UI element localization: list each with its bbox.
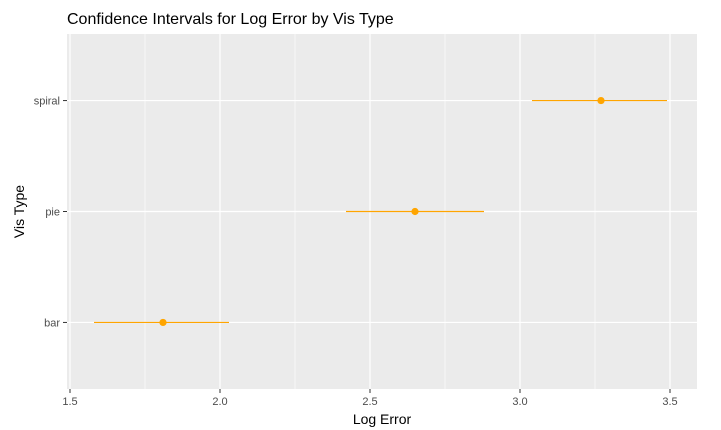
x-tick-label: 1.5 <box>62 396 77 408</box>
y-tick-label-spiral: spiral <box>34 96 60 108</box>
ci-point-spiral <box>597 96 605 105</box>
ci-point-bar <box>159 318 167 327</box>
y-axis: bar pie spiral <box>34 96 67 329</box>
y-axis-title: Vis Type <box>11 185 27 238</box>
x-tick-label: 3.5 <box>662 396 677 408</box>
x-tick-label: 3.0 <box>512 396 527 408</box>
y-tick-label-bar: bar <box>44 317 60 329</box>
x-tick-label: 2.0 <box>212 396 227 408</box>
ci-point-pie <box>411 207 419 216</box>
x-axis-title: Log Error <box>353 411 412 427</box>
chart-title: Confidence Intervals for Log Error by Vi… <box>67 11 394 28</box>
y-tick-label-pie: pie <box>45 207 60 219</box>
interval-marks <box>94 96 667 327</box>
x-axis: 1.5 2.0 2.5 3.0 3.5 <box>62 389 678 408</box>
x-tick-label: 2.5 <box>362 396 377 408</box>
